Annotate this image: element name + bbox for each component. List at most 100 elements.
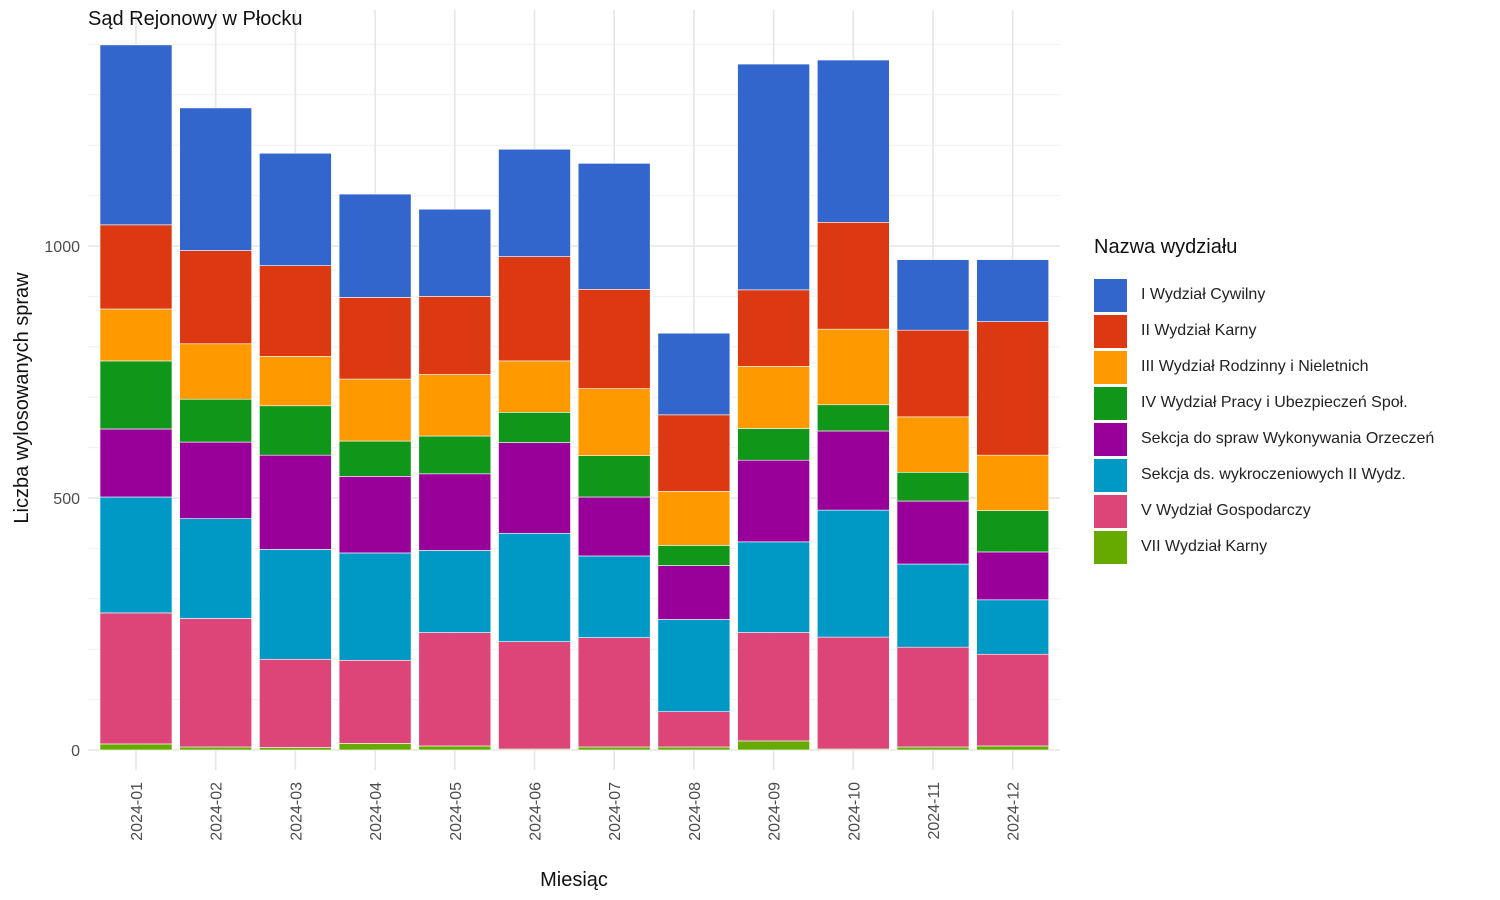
x-tick-label: 2024-02	[209, 782, 226, 841]
bar-segment	[99, 496, 173, 614]
bar-segment	[976, 551, 1050, 601]
bar-segment	[99, 428, 173, 498]
bar-segment	[657, 332, 731, 416]
legend-item: IV Wydział Pracy i Ubezpieczeń Społ.	[1094, 385, 1434, 421]
bar-segment	[816, 59, 890, 223]
bar-segment	[816, 636, 890, 750]
bar-segment	[896, 563, 970, 648]
bar-segment	[737, 740, 810, 751]
x-tick-label: 2024-04	[368, 782, 385, 841]
bar-segment	[179, 343, 252, 400]
legend-label: VII Wydział Karny	[1141, 538, 1268, 555]
bar-segment	[896, 646, 970, 748]
chart-title: Sąd Rejonowy w Płocku	[88, 8, 303, 30]
legend-swatch	[1094, 278, 1127, 312]
bar-segment	[259, 454, 332, 550]
bar-segment	[976, 321, 1050, 456]
bar-segment	[179, 441, 252, 519]
bar-segment	[338, 440, 412, 477]
bar-segment	[338, 476, 412, 554]
bar-segment	[657, 619, 731, 712]
legend-swatch	[1094, 314, 1127, 348]
legend-swatch	[1094, 530, 1127, 564]
legend-item: V Wydział Gospodarczy	[1094, 493, 1434, 529]
x-tick-label: 2024-10	[846, 782, 863, 841]
legend-label: I Wydział Cywilny	[1141, 286, 1266, 303]
legend-item: I Wydział Cywilny	[1094, 277, 1434, 313]
bar-segment	[737, 289, 810, 367]
bar-segment	[657, 746, 731, 751]
bar-segment	[179, 518, 252, 619]
bar-segment	[498, 256, 571, 362]
bar-segment	[577, 289, 651, 389]
bar-segment	[99, 612, 173, 745]
bar-segment	[338, 378, 412, 442]
bar-segment	[418, 473, 492, 551]
bar-segment	[259, 747, 332, 751]
bar-segment	[816, 222, 890, 330]
bar-segment	[338, 297, 412, 380]
x-tick-label: 2024-07	[607, 782, 624, 841]
legend-label: II Wydział Karny	[1141, 322, 1257, 339]
bar-segment	[418, 435, 492, 475]
bar-segment	[737, 541, 810, 633]
legend-label: Sekcja ds. wykroczeniowych II Wydz.	[1141, 466, 1406, 483]
bar-segment	[737, 366, 810, 429]
bar-segment	[418, 745, 492, 751]
bar-segment	[577, 388, 651, 456]
bar-segment	[577, 455, 651, 498]
bar-segment	[577, 746, 651, 751]
x-axis-ticks: 2024-01 2024-02 2024-03 2024-04 2024-05 2024-…	[129, 782, 1023, 841]
legend-label: V Wydział Gospodarczy	[1141, 502, 1311, 519]
bar-segment	[976, 599, 1050, 655]
y-axis-ticks: 0 500 1000	[44, 239, 80, 760]
bar-segment	[577, 496, 651, 557]
legend-item: Sekcja do spraw Wykonywania Orzeczeń	[1094, 421, 1434, 457]
bar-segment	[577, 163, 651, 290]
bar-segment	[418, 550, 492, 633]
bar-segment	[338, 659, 412, 744]
bar-segment	[99, 224, 173, 310]
bar-segment	[99, 743, 173, 751]
bar-segment	[179, 746, 252, 751]
bar-segment	[657, 565, 731, 620]
bar-segment	[896, 329, 970, 418]
x-axis-label: Miesiąc	[540, 869, 608, 891]
bar-segment	[816, 509, 890, 638]
bar-segment	[418, 632, 492, 747]
x-tick-label: 2024-09	[767, 782, 784, 841]
bar-segment	[976, 510, 1050, 553]
bar-segment	[179, 618, 252, 748]
legend-swatch	[1094, 422, 1127, 456]
bar-segment	[816, 404, 890, 432]
legend-item: II Wydział Karny	[1094, 313, 1434, 349]
bar-segment	[896, 416, 970, 473]
bar-segment	[99, 308, 173, 362]
legend-swatch	[1094, 350, 1127, 384]
legend-item: III Wydział Rodzinny i Nieletnich	[1094, 349, 1434, 385]
bar-segment	[259, 405, 332, 456]
bar-segment	[498, 442, 571, 534]
bar-segment	[816, 328, 890, 406]
y-tick-label: 1000	[44, 239, 80, 256]
bar-segment	[737, 632, 810, 742]
bar-segment	[498, 412, 571, 443]
bar-segment	[896, 746, 970, 751]
bar-segment	[418, 374, 492, 437]
bar-segment	[498, 641, 571, 750]
bar-segment	[418, 208, 492, 297]
legend-label: III Wydział Rodzinny i Nieletnich	[1141, 358, 1369, 375]
bar-segment	[179, 250, 252, 345]
bar-segment	[338, 552, 412, 661]
bar-segment	[259, 549, 332, 660]
bar-segment	[338, 193, 412, 298]
legend-title: Nazwa wydziału	[1094, 236, 1238, 258]
bar-segment	[896, 500, 970, 565]
bar-segment	[976, 454, 1050, 511]
legend-swatch	[1094, 458, 1127, 492]
legend-items: I Wydział Cywilny II Wydział Karny III Wyd…	[1094, 277, 1434, 565]
legend-item: Sekcja ds. wykroczeniowych II Wydz.	[1094, 457, 1434, 493]
bar-segment	[657, 414, 731, 492]
bar-segment	[816, 430, 890, 511]
